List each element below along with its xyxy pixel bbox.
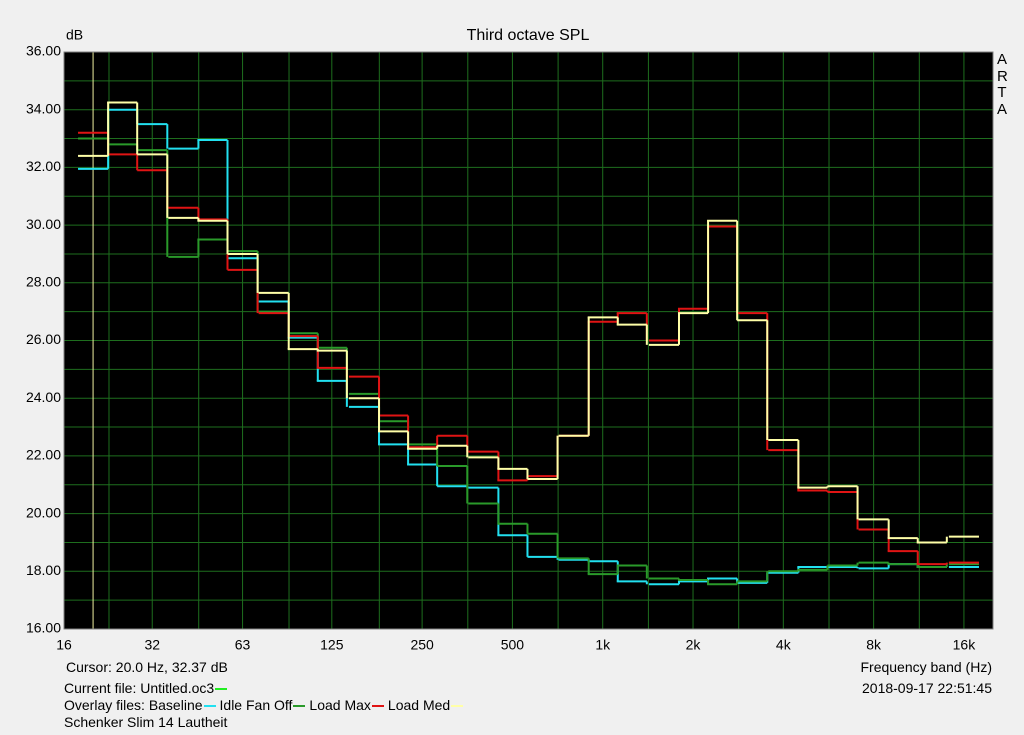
x-tick-label: 8k: [866, 637, 882, 653]
x-tick-label: 32: [144, 637, 160, 653]
y-axis-label: dB: [66, 27, 83, 43]
legend-swatch: [451, 705, 464, 708]
x-tick-label: 4k: [776, 637, 792, 653]
current-file-swatch: [215, 688, 228, 691]
note: Schenker Slim 14 Lautheit: [64, 714, 228, 730]
y-tick-label: 20.00: [26, 504, 61, 520]
y-tick-label: 26.00: [26, 331, 61, 347]
legend-title: Overlay files:: [64, 697, 145, 713]
y-tick-label: 30.00: [26, 216, 61, 232]
x-tick-label: 250: [410, 637, 434, 653]
current-file-label: Current file: Untitled.oc3: [64, 680, 215, 696]
x-axis-label: Frequency band (Hz): [860, 659, 992, 675]
y-tick-label: 24.00: [26, 389, 61, 405]
y-tick-label: 22.00: [26, 447, 61, 463]
legend-label: Baseline: [148, 697, 203, 713]
x-tick-label: 16: [56, 637, 72, 653]
x-tick-label: 2k: [686, 637, 702, 653]
x-tick-label: 500: [501, 637, 525, 653]
y-tick-label: 18.00: [26, 562, 61, 578]
y-tick-label: 32.00: [26, 158, 61, 174]
x-tick-label: 1k: [595, 637, 611, 653]
brand: ARTA: [997, 51, 1008, 118]
legend-swatch: [203, 705, 216, 708]
y-tick-label: 36.00: [26, 43, 61, 59]
legend-label: Load Max: [309, 697, 371, 713]
cursor-readout: Cursor: 20.0 Hz, 32.37 dB: [66, 659, 228, 675]
y-tick-label: 16.00: [26, 620, 61, 636]
legend-label: Idle Fan Off: [219, 697, 293, 713]
legend-label: Load Med: [387, 697, 451, 713]
plot-border: [63, 51, 994, 630]
x-tick-label: 16k: [953, 637, 977, 653]
y-tick-label: 28.00: [26, 274, 61, 290]
legend-swatch: [293, 705, 306, 708]
y-tick-label: 34.00: [26, 100, 61, 116]
timestamp: 2018-09-17 22:51:45: [862, 680, 992, 696]
legend-swatch: [371, 705, 384, 708]
legend: Overlay files: Baseline Idle Fan Off Load …: [64, 697, 467, 714]
chart-title: Third octave SPL: [467, 27, 590, 44]
current-file: Current file: Untitled.oc3: [64, 680, 231, 697]
x-tick-label: 63: [235, 637, 251, 653]
x-tick-label: 125: [320, 637, 344, 653]
